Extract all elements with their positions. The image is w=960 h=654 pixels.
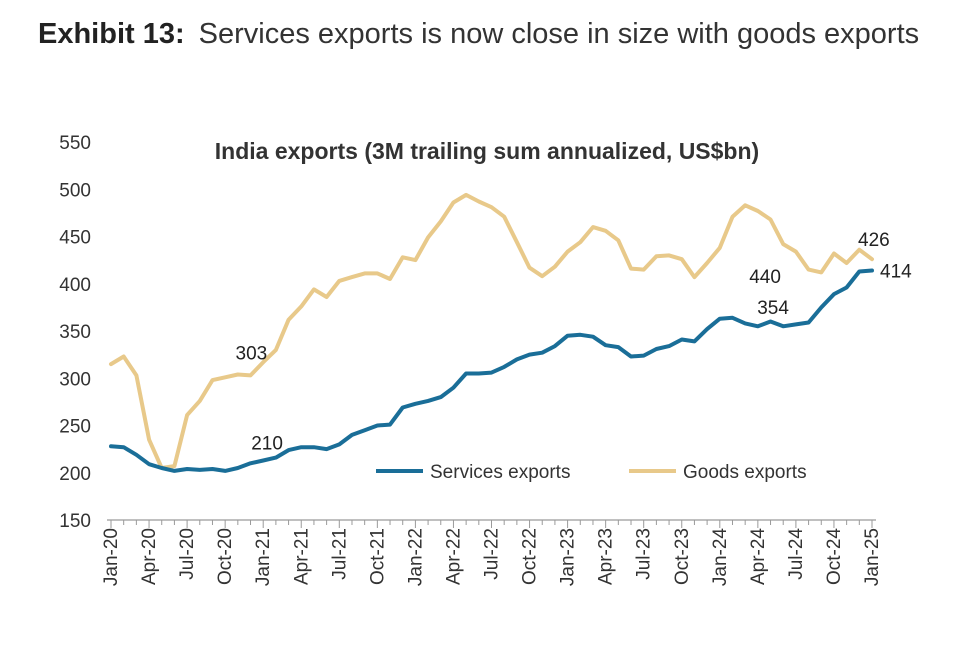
x-tick-label: Jan-25 xyxy=(862,528,883,586)
x-tick-label: Apr-22 xyxy=(443,528,464,585)
data-label: 414 xyxy=(880,262,912,283)
exhibit-label: Exhibit 13: xyxy=(38,18,185,50)
y-tick-label: 400 xyxy=(59,275,91,296)
x-tick-label: Oct-20 xyxy=(215,528,236,585)
chart-legend: Services exports Goods exports xyxy=(376,462,807,483)
x-tick-label: Jan-23 xyxy=(558,528,579,586)
x-tick-label: Jan-22 xyxy=(405,528,426,586)
x-tick-label: Jul-24 xyxy=(786,528,807,580)
y-tick-label: 250 xyxy=(59,417,91,438)
x-tick-label: Jul-20 xyxy=(177,528,198,580)
x-tick-label: Oct-24 xyxy=(824,528,845,585)
x-tick-label: Jan-24 xyxy=(710,528,731,587)
y-tick-label: 350 xyxy=(59,322,91,343)
y-tick-label: 500 xyxy=(59,180,91,201)
x-axis: Jan-20 Apr-20 Jul-20 Oct-20 Jan-21 Apr-21 Jul-… xyxy=(101,519,883,587)
legend-label: Goods exports xyxy=(683,462,807,483)
services-exports-line xyxy=(109,268,874,473)
x-tick-label: Jan-20 xyxy=(101,528,122,586)
x-tick-label: Jul-21 xyxy=(329,528,350,580)
data-label: 426 xyxy=(858,230,890,251)
data-labels: 210 303 354 440 426 414 xyxy=(236,230,913,454)
legend-label: Services exports xyxy=(430,462,570,483)
y-tick-label: 550 xyxy=(59,133,91,154)
data-label: 354 xyxy=(757,298,789,319)
exhibit-text: Services exports is now close in size wi… xyxy=(198,18,920,50)
x-tick-label: Jul-23 xyxy=(634,528,655,580)
y-axis: 150 200 250 300 350 400 450 500 550 xyxy=(59,133,91,532)
data-label: 210 xyxy=(251,433,283,454)
series-layer xyxy=(109,192,874,473)
y-tick-label: 150 xyxy=(59,511,91,532)
x-tick-label: Apr-24 xyxy=(748,528,769,585)
x-tick-label: Apr-20 xyxy=(139,528,160,585)
data-label: 303 xyxy=(236,343,268,364)
x-tick-label: Apr-21 xyxy=(291,528,312,585)
x-tick-label: Jan-21 xyxy=(253,528,274,586)
x-tick-label: Apr-23 xyxy=(596,528,617,585)
data-label: 440 xyxy=(749,267,781,288)
x-tick-label: Jul-22 xyxy=(482,528,503,580)
y-tick-label: 300 xyxy=(59,369,91,390)
chart-title: India exports (3M trailing sum annualize… xyxy=(215,138,759,164)
x-tick-label: Oct-22 xyxy=(520,528,541,585)
exhibit-caption: Exhibit 13: Services exports is now close… xyxy=(38,8,938,60)
x-tick-label: Oct-21 xyxy=(367,528,388,585)
y-tick-label: 450 xyxy=(59,228,91,249)
x-tick-label: Oct-23 xyxy=(672,528,693,585)
goods-exports-line xyxy=(109,192,874,470)
y-tick-label: 200 xyxy=(59,464,91,485)
